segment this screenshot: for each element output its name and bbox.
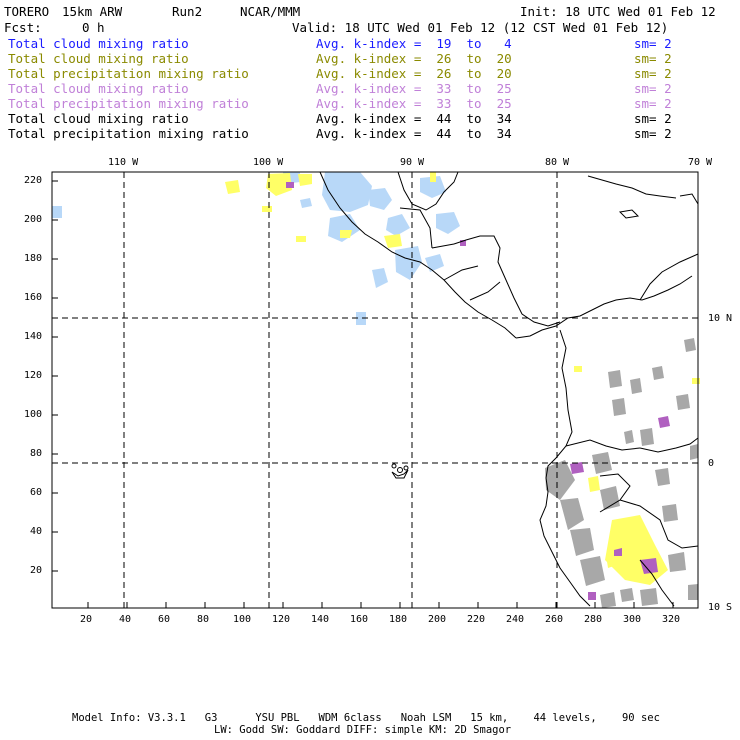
- map-frame: [51, 171, 699, 609]
- x-tick: 280: [584, 614, 603, 625]
- legend-smoothing: sm= 2: [634, 66, 672, 81]
- model-run: Run2: [172, 4, 203, 19]
- y-tick: 140: [24, 331, 43, 342]
- x-tick: 60: [158, 614, 171, 625]
- cloud-yellow: [225, 172, 700, 585]
- legend-label: Total precipitation mixing ratio: [8, 66, 249, 81]
- lon-label-110w: 110 W: [108, 157, 139, 168]
- legend-label: Total precipitation mixing ratio: [8, 126, 249, 141]
- y-tick: 60: [30, 487, 43, 498]
- y-tick: 160: [24, 292, 43, 303]
- legend-kindex: Avg. k-index = 26 to 20: [316, 51, 512, 66]
- x-tick: 320: [662, 614, 681, 625]
- physics-info: LW: Godd SW: Goddard DIFF: simple KM: 2D…: [214, 724, 512, 736]
- y-tick: 100: [24, 409, 43, 420]
- y-tick: 220: [24, 175, 43, 186]
- legend-label: Total precipitation mixing ratio: [8, 96, 249, 111]
- x-tick: 160: [350, 614, 369, 625]
- legend-label: Total cloud mixing ratio: [8, 81, 189, 96]
- legend-label: Total cloud mixing ratio: [8, 111, 189, 126]
- init-time: Init: 18 UTC Wed 01 Feb 12: [520, 4, 716, 19]
- precip-gray: [545, 338, 698, 608]
- x-tick: 240: [506, 614, 525, 625]
- lon-label-90w: 90 W: [400, 157, 425, 168]
- lon-label-80w: 80 W: [545, 157, 570, 168]
- legend-kindex: Avg. k-index = 33 to 25: [316, 81, 512, 96]
- x-tick: 180: [389, 614, 408, 625]
- legend-kindex: Avg. k-index = 26 to 20: [316, 66, 512, 81]
- legend-smoothing: sm= 2: [634, 51, 672, 66]
- model-resolution: 15km ARW: [62, 4, 123, 19]
- x-tick: 300: [623, 614, 642, 625]
- model-name: TORERO: [4, 4, 50, 19]
- x-tick: 40: [119, 614, 132, 625]
- legend-smoothing: sm= 2: [634, 96, 672, 111]
- valid-time: Valid: 18 UTC Wed 01 Feb 12 (12 CST Wed …: [292, 20, 669, 35]
- legend-kindex: Avg. k-index = 44 to 34: [316, 126, 512, 141]
- forecast-value: 0 h: [82, 20, 105, 35]
- x-tick: 20: [80, 614, 93, 625]
- x-tick: 200: [428, 614, 447, 625]
- model-info: Model Info: V3.3.1 G3 YSU PBL WDM 6class…: [72, 712, 660, 724]
- cloud-light-blue: [52, 172, 460, 325]
- x-tick: 220: [467, 614, 486, 625]
- legend-kindex: Avg. k-index = 44 to 34: [316, 111, 512, 126]
- legend-kindex: Avg. k-index = 33 to 25: [316, 96, 512, 111]
- forecast-label: Fcst:: [4, 20, 42, 35]
- lat-label-0: 0: [708, 458, 715, 469]
- legend-smoothing: sm= 2: [634, 111, 672, 126]
- legend-label: Total cloud mixing ratio: [8, 51, 189, 66]
- legend-kindex: Avg. k-index = 19 to 4: [316, 36, 512, 51]
- lon-label-70w: 70 W: [688, 157, 713, 168]
- y-tick: 20: [30, 565, 43, 576]
- precip-purple: [286, 182, 670, 600]
- x-tick: 100: [233, 614, 252, 625]
- model-org: NCAR/MMM: [240, 4, 301, 19]
- y-tick: 180: [24, 253, 43, 264]
- graticule: [52, 172, 698, 608]
- legend-smoothing: sm= 2: [634, 126, 672, 141]
- x-tick: 120: [272, 614, 291, 625]
- x-tick: 140: [311, 614, 330, 625]
- coastline: [319, 171, 699, 607]
- x-tick: 80: [197, 614, 210, 625]
- legend-label: Total cloud mixing ratio: [8, 36, 189, 51]
- x-tick: 260: [545, 614, 564, 625]
- y-tick: 80: [30, 448, 43, 459]
- lat-label-10n: 10 N: [708, 313, 733, 324]
- lat-label-10s: 10 S: [708, 602, 733, 613]
- legend-smoothing: sm= 2: [634, 36, 672, 51]
- y-tick: 120: [24, 370, 43, 381]
- legend-smoothing: sm= 2: [634, 81, 672, 96]
- y-tick: 40: [30, 526, 43, 537]
- axis-ticks: [52, 180, 674, 608]
- y-tick: 200: [24, 214, 43, 225]
- lon-label-100w: 100 W: [253, 157, 284, 168]
